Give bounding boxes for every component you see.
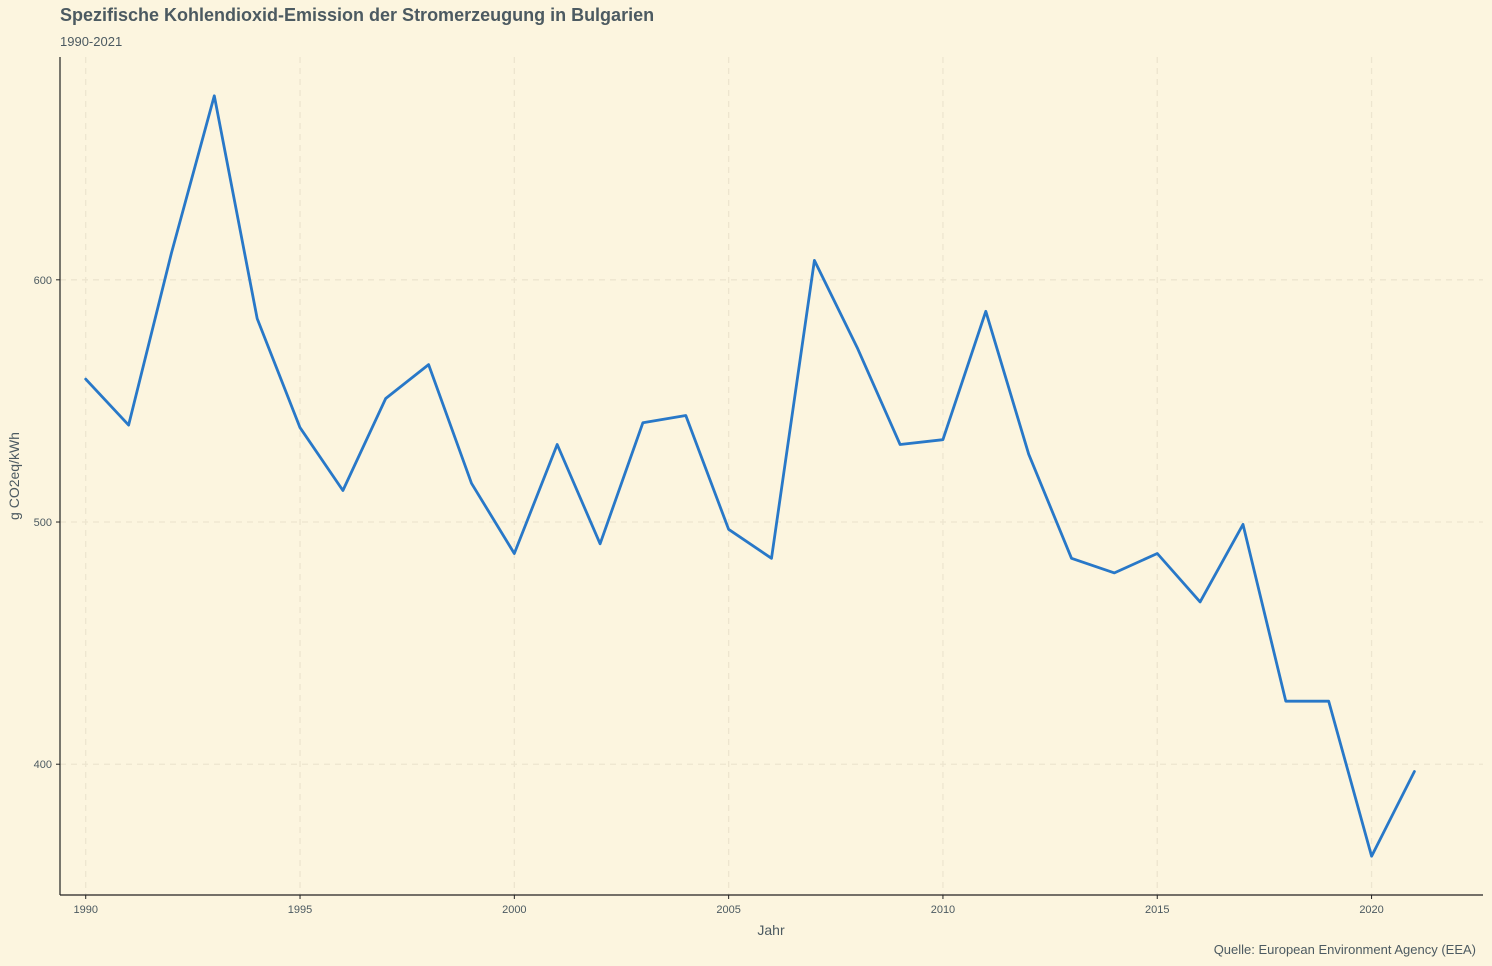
x-tick-label: 2020	[1359, 904, 1383, 916]
y-tick-label: 500	[34, 517, 52, 529]
tick-labels: 1990 1995 2000 2005 2010 2015 2020 400 500 600	[34, 275, 1384, 916]
x-axis-title: Jahr	[757, 922, 785, 938]
y-tick-label: 600	[34, 275, 52, 287]
series-line	[84, 94, 1416, 858]
x-tick-label: 1990	[73, 904, 97, 916]
chart-caption: Quelle: European Environment Agency (EEA…	[1213, 942, 1476, 957]
x-tick-label: 2000	[502, 904, 526, 916]
axes	[56, 57, 1483, 899]
y-axis-title: g CO2eq/kWh	[6, 432, 22, 520]
y-tick-label: 400	[34, 759, 52, 771]
series-layer	[84, 94, 1416, 858]
x-tick-label: 2005	[716, 904, 740, 916]
x-tick-label: 2010	[931, 904, 955, 916]
grid-lines	[60, 57, 1483, 895]
x-tick-label: 1995	[288, 904, 312, 916]
x-tick-label: 2015	[1145, 904, 1169, 916]
chart-title: Spezifische Kohlendioxid-Emission der St…	[60, 5, 655, 25]
chart-subtitle: 1990-2021	[60, 34, 123, 49]
